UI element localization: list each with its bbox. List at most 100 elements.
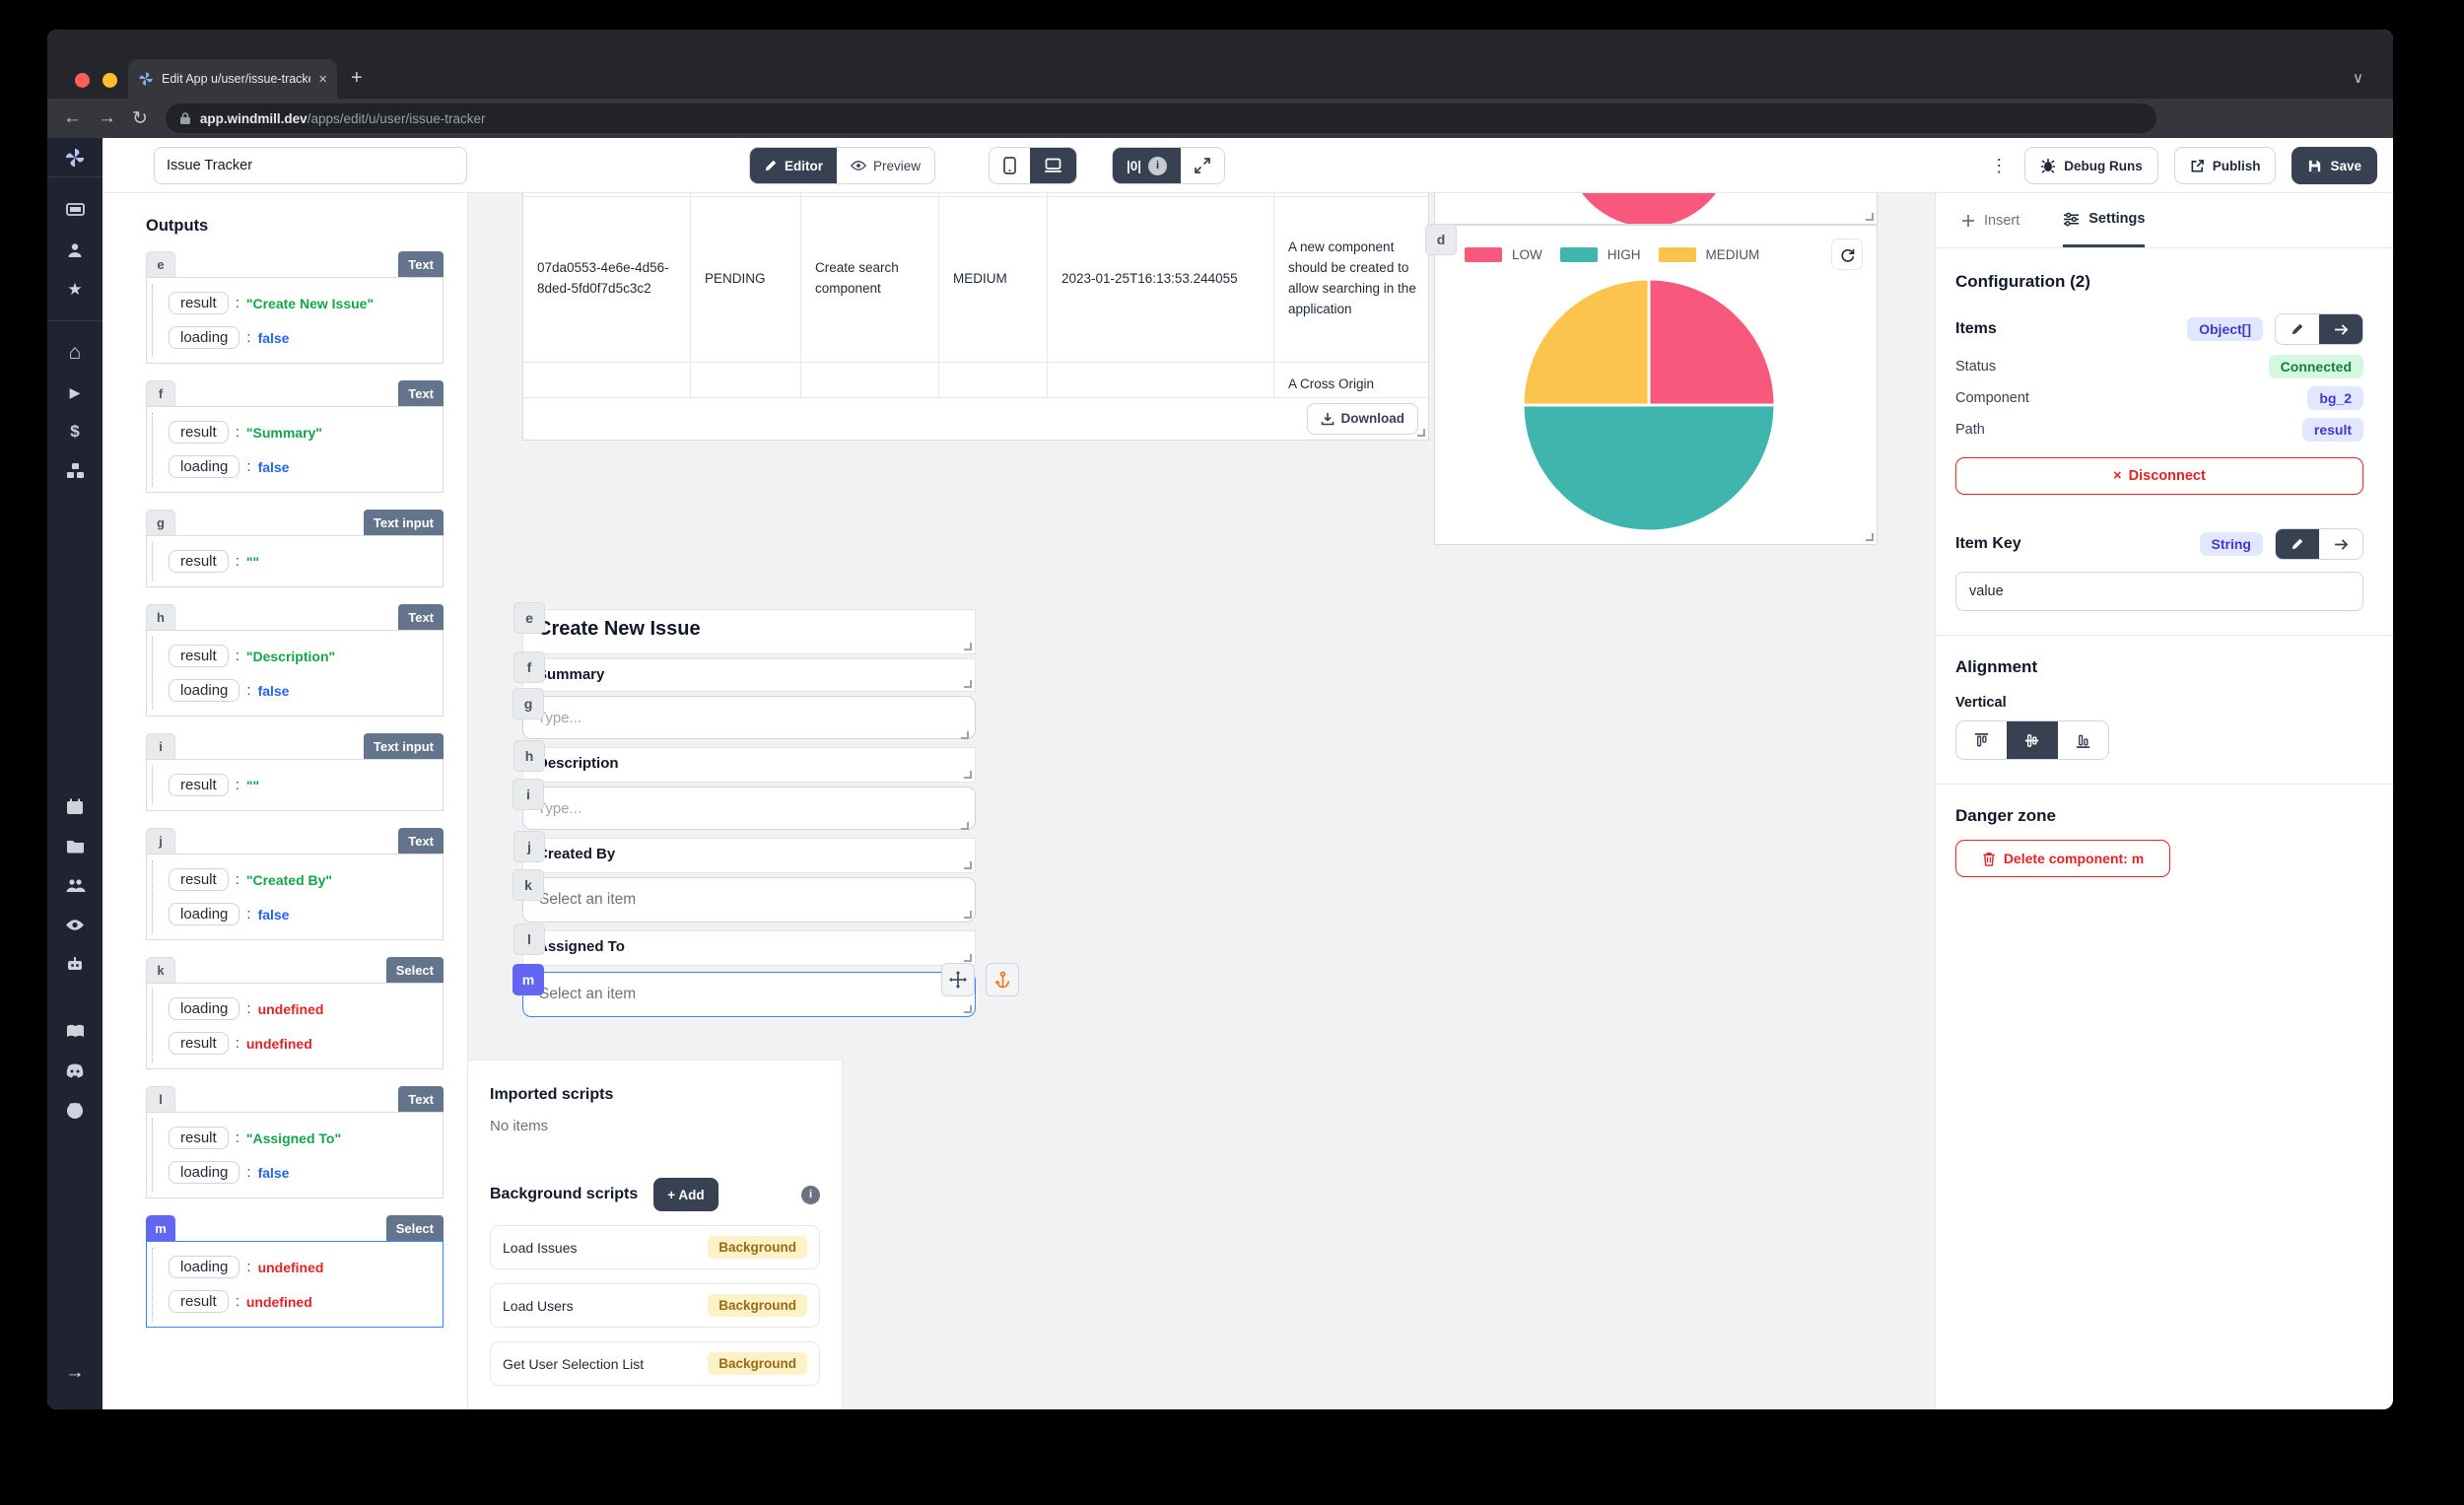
legend-swatch-high[interactable] (1559, 246, 1598, 262)
assigned-to-select-m-selected[interactable]: Select an item (522, 972, 976, 1017)
fullscreen-button[interactable] (1181, 148, 1224, 183)
discord-icon[interactable] (47, 1051, 103, 1090)
text-component-h[interactable]: h Description (513, 740, 976, 783)
pie-chart-component-d[interactable]: d LOW HIGH MEDIUM (1425, 224, 1878, 545)
tab-preview[interactable]: Preview (837, 148, 934, 183)
output-card-g[interactable]: g Text input result: "" (146, 510, 444, 587)
resize-handle[interactable] (961, 822, 969, 830)
output-card-k[interactable]: k Select loading: undefined result: undefin… (146, 957, 444, 1069)
back-button[interactable]: ← (63, 107, 82, 128)
docs-book-icon[interactable] (47, 1011, 103, 1051)
output-card-e[interactable]: e Text result: "Create New Issue" loading:… (146, 251, 444, 364)
resources-icon[interactable] (47, 451, 103, 491)
resize-handle[interactable] (1417, 428, 1425, 437)
output-key[interactable]: loading (169, 455, 240, 478)
output-key[interactable]: result (169, 1127, 229, 1149)
legend-label[interactable]: HIGH (1607, 246, 1641, 262)
audit-eye-icon[interactable] (47, 905, 103, 944)
output-card-i[interactable]: i Text input result: "" (146, 733, 444, 811)
output-key[interactable]: loading (169, 903, 240, 925)
pie-chart[interactable] (1511, 267, 1787, 543)
apps-icon[interactable] (47, 191, 103, 231)
app-name-input[interactable] (154, 147, 467, 184)
debug-runs-button[interactable]: Debug Runs (2024, 147, 2158, 184)
schedules-icon[interactable] (47, 787, 103, 826)
save-button[interactable]: Save (2292, 147, 2377, 184)
output-card-m-selected[interactable]: m Select loading: undefined result: undefin… (146, 1215, 444, 1328)
output-key[interactable]: loading (169, 326, 240, 349)
desktop-view-button[interactable] (1030, 148, 1076, 183)
close-window-button[interactable] (75, 73, 90, 88)
folders-icon[interactable] (47, 826, 103, 865)
browser-tab[interactable]: Edit App u/user/issue-tracker | × (128, 59, 337, 99)
toolbar-menu-icon[interactable]: ⋮ (1990, 155, 2010, 175)
resize-handle[interactable] (964, 954, 972, 962)
text-component-f[interactable]: f Summary (513, 651, 976, 692)
hide-panels-button[interactable]: |0| i (1113, 148, 1182, 183)
output-key[interactable]: result (169, 1290, 229, 1313)
address-bar[interactable]: app.windmill.dev/apps/edit/u/user/issue-… (165, 103, 2156, 133)
legend-swatch-low[interactable] (1465, 246, 1502, 262)
forward-button[interactable]: → (98, 107, 116, 128)
pie-slice-low[interactable] (1647, 277, 1777, 407)
resize-handle[interactable] (961, 731, 969, 739)
groups-icon[interactable] (47, 865, 103, 905)
resize-handle[interactable] (964, 861, 972, 869)
created-by-select-k[interactable]: Select an item (522, 877, 976, 923)
resize-handle[interactable] (1866, 213, 1874, 221)
output-card-l[interactable]: l Text result: "Assigned To" loading: false (146, 1086, 444, 1198)
text-component-l[interactable]: l Assigned To (513, 924, 976, 966)
add-background-script-button[interactable]: + Add (653, 1178, 719, 1211)
output-key[interactable]: result (169, 645, 229, 667)
align-top-button[interactable] (1956, 721, 2008, 759)
legend-label[interactable]: MEDIUM (1705, 246, 1760, 262)
background-script-item[interactable]: Load Users Background (490, 1283, 820, 1328)
tab-editor[interactable]: Editor (750, 148, 837, 183)
legend-label[interactable]: LOW (1512, 246, 1542, 262)
summary-input-g[interactable] (522, 696, 976, 739)
output-card-j[interactable]: j Text result: "Created By" loading: false (146, 828, 444, 940)
home-icon[interactable]: ⌂ (68, 341, 82, 364)
text-component-e[interactable]: e Create New Issue (513, 602, 976, 654)
tab-search-chevron-icon[interactable]: ∨ (2353, 70, 2363, 87)
output-key[interactable]: loading (169, 997, 240, 1020)
output-card-h[interactable]: h Text result: "Description" loading: false (146, 604, 444, 717)
refresh-chart-button[interactable] (1831, 239, 1863, 270)
output-key[interactable]: loading (169, 1256, 240, 1278)
variables-icon[interactable]: $ (70, 422, 80, 441)
disconnect-button[interactable]: × Disconnect (1955, 457, 2363, 495)
description-input-i[interactable] (522, 787, 976, 830)
output-key[interactable]: loading (169, 1161, 240, 1184)
resize-handle[interactable] (964, 1005, 972, 1013)
resize-handle[interactable] (964, 643, 972, 650)
reload-button[interactable]: ↻ (132, 107, 148, 129)
tab-close-icon[interactable]: × (318, 70, 327, 88)
pie-slice-high[interactable] (1521, 403, 1777, 533)
output-key[interactable]: result (169, 421, 229, 444)
connect-arrow-button[interactable] (2319, 529, 2362, 559)
expand-sidebar-arrow[interactable]: → (65, 1362, 85, 1383)
publish-button[interactable]: Publish (2173, 147, 2277, 184)
item-key-input[interactable] (1955, 572, 2363, 611)
anchor-component-button[interactable] (986, 963, 1019, 996)
runs-icon[interactable]: ▶ (69, 383, 81, 400)
output-key[interactable]: result (169, 774, 229, 796)
tab-insert[interactable]: Insert (1961, 193, 2019, 247)
align-center-button[interactable] (2007, 721, 2058, 759)
new-tab-button[interactable]: + (351, 67, 363, 89)
github-icon[interactable] (47, 1090, 103, 1129)
static-edit-button[interactable] (2276, 314, 2319, 344)
connect-arrow-button[interactable] (2319, 314, 2362, 344)
pie-slice-medium[interactable] (1521, 277, 1651, 407)
download-button[interactable]: Download (1306, 402, 1418, 435)
favorites-star-icon[interactable]: ★ (67, 280, 83, 299)
background-script-item[interactable]: Get User Selection List Background (490, 1341, 820, 1386)
issues-table-component[interactable]: e387-4d2d-8494-096e4143b8fa PENDING Chec… (522, 193, 1429, 441)
delete-component-button[interactable]: Delete component: m (1955, 840, 2170, 877)
output-key[interactable]: result (169, 292, 229, 314)
output-card-f[interactable]: f Text result: "Summary" loading: false (146, 380, 444, 493)
text-component-j[interactable]: j Created By (513, 831, 976, 873)
minimize-window-button[interactable] (103, 73, 117, 88)
align-bottom-button[interactable] (2057, 721, 2108, 759)
mobile-view-button[interactable] (990, 148, 1030, 183)
